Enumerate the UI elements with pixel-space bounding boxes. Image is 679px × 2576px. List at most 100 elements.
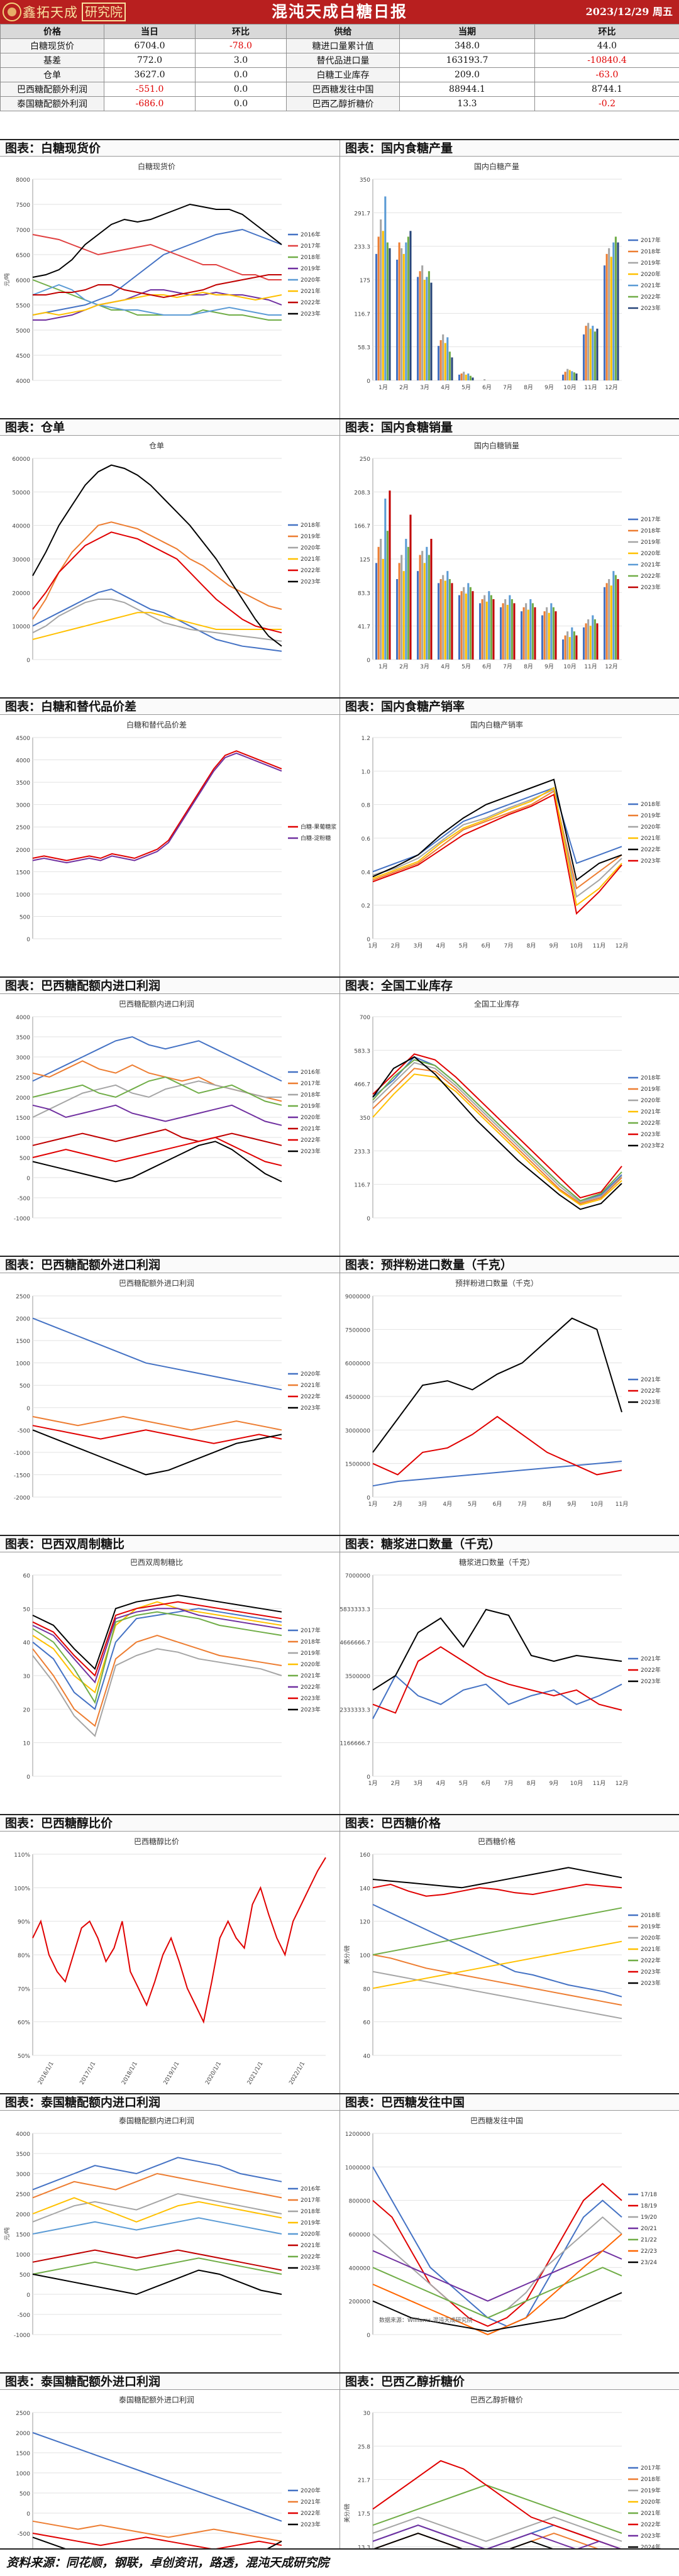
series-line [372,2460,622,2550]
bar [377,236,380,380]
legend-label: 白糖-果葡糖浆 [301,823,336,831]
series-line [372,2267,622,2319]
chart-row-header: 图表：仓单 图表：国内食糖销量 [0,418,679,436]
series-line [32,2257,282,2275]
bar [552,607,555,660]
table-cell: 0.0 [195,82,287,97]
x-tick-label: 6月 [482,384,492,391]
series-line [32,521,282,620]
bar [444,343,446,380]
y-tick-label: 25.8 [358,2444,370,2450]
y-tick-label: -1000 [14,1451,30,1457]
y-tick-label: 17.5 [358,2511,370,2518]
chart-title: 全国工业库存 [474,999,519,1009]
row-label: 白糖现货价 [0,38,104,53]
chart-panel: 巴西糖配额外进口利润 -2000 -1500 -1000 -500 0 500 1000 150… [0,1273,340,1535]
bar [389,490,391,660]
legend-label: 2022年 [641,2521,661,2528]
legend-label: 2023年 [641,857,661,865]
legend-label: 2023年 [641,2532,661,2540]
series-line [32,1415,282,1431]
series-line [32,599,282,642]
legend-label: 2017年 [641,2464,661,2472]
series-line [372,2166,622,2327]
chart-row-header: 图表：巴西双周制糖比 图表：糖浆进口数量（千克） [0,1535,679,1552]
bar [541,615,544,660]
bar [446,571,449,660]
x-tick-label: 3月 [420,384,429,391]
bar [608,248,610,380]
series-line [32,1611,282,1705]
legend-label: 2022年 [301,1136,321,1144]
bar [605,583,608,660]
y-tick-label: -1500 [14,1473,30,1479]
chart-caption: 图表：巴西糖价格 [340,1815,679,1831]
series-line [32,291,282,316]
column-header: 当日 [104,24,196,39]
legend-label: 2023年 [301,1404,321,1412]
legend-label: 2020年 [301,2230,321,2238]
x-tick-label: 11月 [593,1780,605,1787]
legend-label: 2019年 [301,533,321,540]
legend-label: 2019年 [641,1085,661,1093]
header-bar: 鑫拓天成 研究院 混沌天成白糖日报 2023/12/29 周五 [0,0,679,24]
legend-label: 2018年 [301,2208,321,2215]
x-tick-label: 12月 [605,663,617,670]
y-tick-label: 100 [360,1953,370,1959]
chart-svg: 国内白糖销量 0 41.7 83.3 125 166.7 208.3 250 1月 2月 3月 4月 5… [354,441,661,670]
y-tick-label: 3000000 [345,1428,370,1434]
x-tick-label: 4月 [436,1780,446,1787]
series-line [32,1601,282,1677]
chart-title: 泰国糖配额内进口利润 [119,2116,194,2125]
bar [593,331,596,380]
table-row: 巴西糖配额外利润 -551.0 0.0 巴西糖发往中国 88944.1 8744.1 [0,82,679,97]
y-tick-label: 1000 [16,892,30,898]
legend-label: 17/18 [641,2192,657,2198]
series-line [372,1674,622,1720]
bar [417,571,419,660]
y-tick-label: -2000 [14,1495,30,1501]
x-tick-label: 3月 [414,1780,423,1787]
x-tick-label: 6月 [482,943,491,949]
legend-label: 2018年 [641,800,661,808]
y-tick-label: 466.7 [354,1082,370,1088]
chart-caption: 图表：泰国糖配额外进口利润 [5,2375,161,2389]
bar [382,559,384,660]
y-tick-label: 1000 [16,2471,30,2477]
bar [375,253,378,380]
y-tick-label: 1.0 [362,769,371,775]
series-line [32,1076,282,1106]
legend-label: 2022年 [301,299,321,306]
bar [483,379,486,380]
y-tick-label: 400000 [349,2265,371,2272]
bar [400,555,403,660]
y-tick-label: 4500 [16,353,30,360]
series-line [372,1954,622,2006]
y-tick-label: 60 [363,2020,371,2026]
y-tick-label: 0.6 [362,836,371,843]
y-tick-label: 1000000 [345,2165,370,2171]
y-tick-label: 125 [360,557,370,563]
series-line [372,1056,622,1210]
bar [583,334,585,380]
chart-panel: 白糖和替代品价差 0 500 1000 1500 2000 2500 3000 3500 4000… [0,715,340,976]
y-axis-label: 元/吨 [3,273,11,286]
y-tick-label: 291.7 [354,211,370,217]
bar [573,372,575,380]
row-label: 仓单 [0,67,104,82]
x-tick-label: 5月 [461,384,471,391]
bar [566,368,569,380]
bar [562,639,565,660]
x-tick-label: 5月 [461,663,471,670]
bar [419,555,421,660]
bar [531,603,534,660]
table-cell: -686.0 [104,96,196,111]
chart-row-header: 图表：泰国糖配额外进口利润 图表：巴西乙醇折糖价 [0,2372,679,2390]
y-tick-label: 7000 [16,228,30,234]
x-tick-label: 1月 [378,663,388,670]
table-cell: 209.0 [399,67,535,82]
chart-title: 巴西糖醇比价 [134,1837,179,1846]
series-line [372,2233,622,2336]
bar [409,514,412,660]
y-tick-label: 50 [23,1606,31,1613]
